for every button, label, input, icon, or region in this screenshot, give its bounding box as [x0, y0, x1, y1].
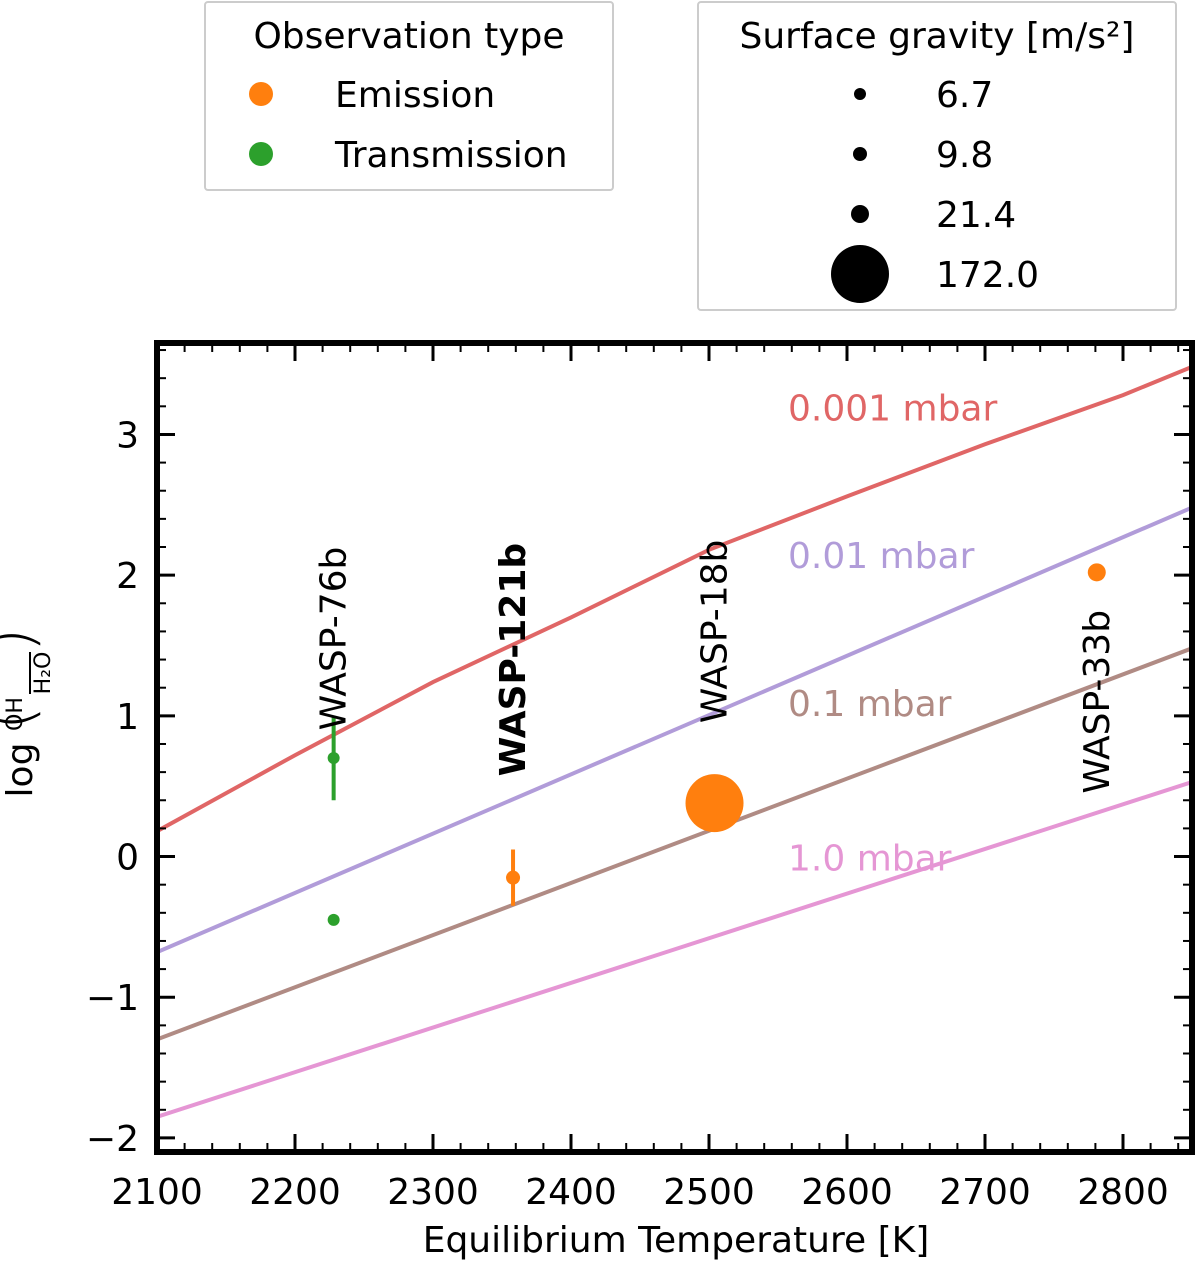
legend-emission-label: Emission	[335, 75, 495, 116]
plot-data-layer: 0.001 mbar 0.01 mbar 0.1 mbar 1.0 mbar WASP-…	[157, 365, 1192, 1119]
legend-transmission-marker	[249, 142, 273, 166]
legend-gravity-marker-21-4	[851, 205, 869, 223]
y-tick-label--2: −2	[86, 1119, 139, 1160]
legend-transmission-label: Transmission	[334, 135, 568, 176]
y-tick-label-3: 3	[116, 415, 139, 456]
legend-gravity-marker-172	[831, 245, 889, 303]
pressure-line-0-01-mbar	[157, 505, 1192, 955]
y-tick-label-0: 0	[116, 838, 139, 879]
legend-gravity-marker-9-8	[853, 147, 867, 161]
x-tick-label-2800: 2800	[1077, 1172, 1169, 1213]
planet-label-wasp-33b: WASP-33b	[1077, 610, 1118, 794]
pressure-line-0-1-mbar	[157, 646, 1192, 1042]
y-axis-label-log: log	[0, 743, 41, 798]
pressure-line-1-0-mbar	[157, 780, 1192, 1119]
legend-surface-gravity-frame	[697, 1, 1177, 311]
point-wasp-76b-1	[327, 913, 340, 926]
planet-label-wasp-121b: WASP-121b	[493, 543, 534, 777]
y-axis-label: log ( OH H₂O )	[0, 628, 56, 798]
legend-emission-marker	[249, 82, 273, 106]
x-axis-label: Equilibrium Temperature [K]	[423, 1220, 930, 1261]
plot-border	[154, 340, 1195, 1155]
x-tick-label-2700: 2700	[939, 1172, 1031, 1213]
pressure-label-0-01-mbar: 0.01 mbar	[788, 536, 975, 577]
pressure-label-0-1-mbar: 0.1 mbar	[788, 684, 952, 725]
legend-gravity-label-21-4: 21.4	[936, 195, 1016, 236]
y-tick-label-1: 1	[116, 697, 139, 738]
legend-observation-type: Observation type Emission Transmission	[204, 1, 614, 191]
y-tick-label-2: 2	[116, 556, 139, 597]
pressure-label-0-001-mbar: 0.001 mbar	[788, 388, 997, 429]
point-wasp-18b-3	[685, 774, 744, 833]
x-tick-label-2400: 2400	[525, 1172, 617, 1213]
legend-surface-gravity-title: Surface gravity [m/s²]	[740, 16, 1135, 57]
legend-gravity-label-9-8: 9.8	[936, 135, 993, 176]
pressure-label-1-0-mbar: 1.0 mbar	[788, 839, 952, 880]
legend-gravity-marker-6-7	[854, 88, 866, 100]
legend-observation-type-frame	[204, 1, 614, 191]
legend-gravity-label-6-7: 6.7	[936, 75, 993, 116]
pressure-line-0-001-mbar	[157, 365, 1192, 833]
plot-frame-layer: 2100 2200 2300 2400 2500 2600 2700 2800 −2 −1 0 1 2 3	[86, 340, 1195, 1213]
x-tick-label-2500: 2500	[663, 1172, 755, 1213]
point-wasp-33b-4	[1087, 563, 1106, 582]
planet-label-wasp-18b: WASP-18b	[695, 540, 736, 724]
legend-gravity-label-172: 172.0	[936, 255, 1039, 296]
y-axis-label-numerator: OH	[3, 697, 28, 731]
y-axis-label-close-paren: )	[0, 628, 48, 653]
x-tick-label-2300: 2300	[387, 1172, 479, 1213]
y-tick-label--1: −1	[86, 978, 139, 1019]
y-axis-label-open-paren: (	[0, 706, 48, 731]
planet-label-wasp-76b: WASP-76b	[314, 547, 355, 731]
x-tick-label-2200: 2200	[249, 1172, 341, 1213]
plot-clip-group: 0.001 mbar 0.01 mbar 0.1 mbar 1.0 mbar	[157, 365, 1192, 1119]
point-wasp-121b-2	[506, 870, 521, 885]
x-tick-label-2100: 2100	[111, 1172, 203, 1213]
x-tick-label-2600: 2600	[801, 1172, 893, 1213]
legend-observation-type-title: Observation type	[253, 16, 564, 57]
y-axis-label-denominator: H₂O	[31, 652, 56, 695]
point-wasp-76b-0	[327, 752, 340, 765]
legend-surface-gravity: Surface gravity [m/s²] 6.7 9.8 21.4 172.…	[697, 1, 1177, 311]
